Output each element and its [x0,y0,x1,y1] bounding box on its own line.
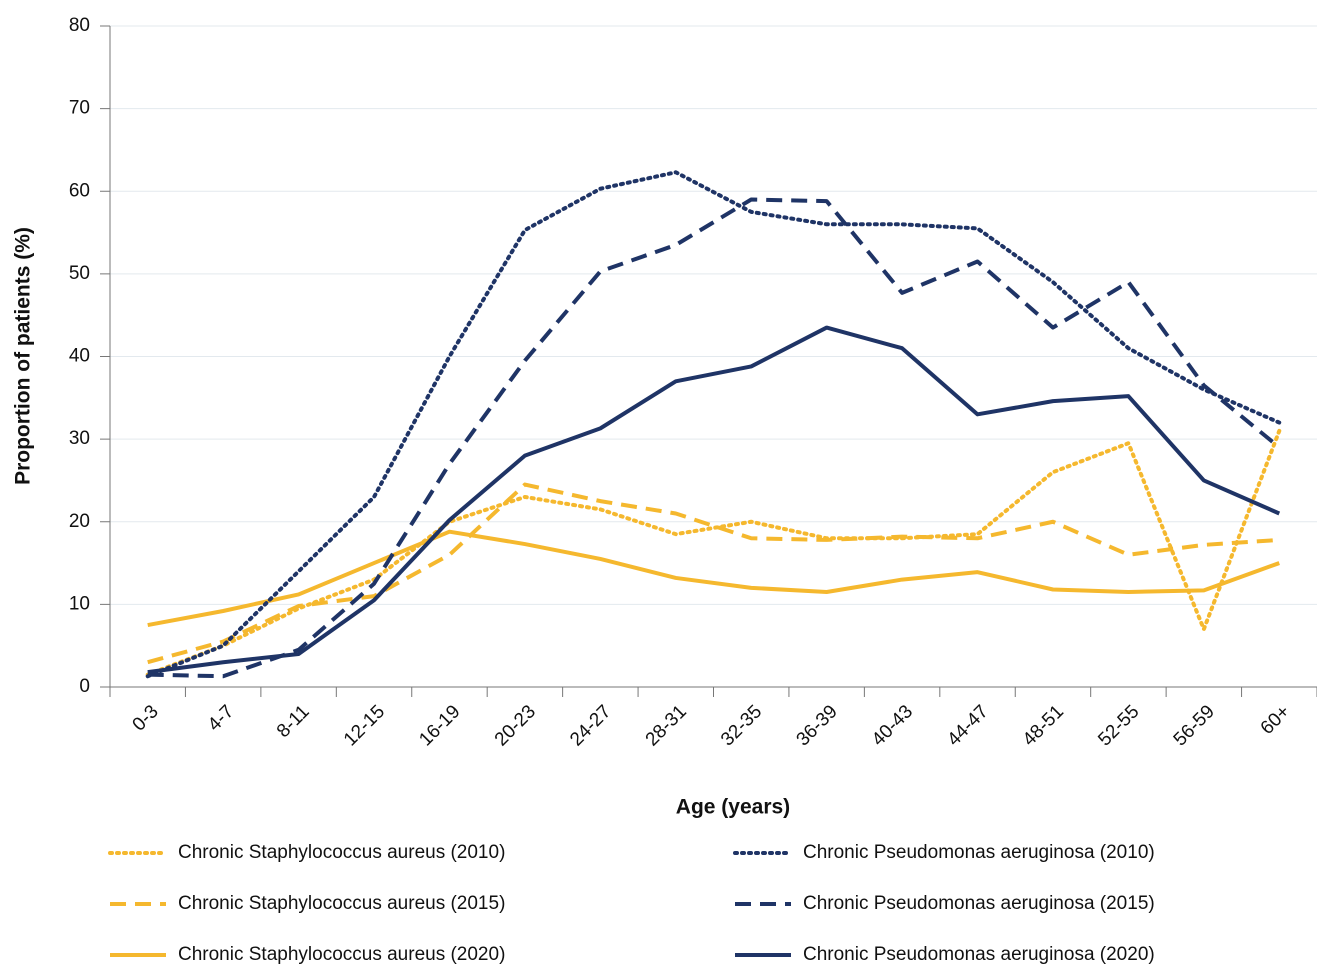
x-axis-title: Age (years) [676,796,790,819]
series-line [147,197,1281,679]
y-tick-label: 70 [69,98,90,119]
x-tick-label: 32-35 [717,701,766,750]
x-tick-label: 8-11 [273,701,314,742]
series-line [147,325,1281,675]
legend-label: Chronic Pseudomonas aeruginosa (2015) [803,893,1155,914]
legend-label: Chronic Pseudomonas aeruginosa (2020) [803,944,1155,965]
x-tick-label: 48-51 [1019,701,1068,750]
legend-label: Chronic Staphylococcus aureus (2010) [178,842,505,863]
legend-label: Chronic Staphylococcus aureus (2020) [178,944,505,965]
y-axis-title: Proportion of patients (%) [12,227,35,485]
y-tick-label: 80 [69,15,90,36]
x-tick-label: 20-23 [491,701,540,750]
x-tick-label: 0-3 [129,701,163,735]
legend-label: Chronic Pseudomonas aeruginosa (2010) [803,842,1155,863]
y-tick-label: 30 [69,428,90,449]
y-tick-label: 40 [69,346,90,367]
y-tick-label: 60 [69,180,90,201]
x-tick-label: 16-19 [415,701,464,750]
x-tick-label: 12-15 [340,701,389,750]
y-tick-label: 10 [69,593,90,614]
x-tick-label: 60+ [1257,701,1295,739]
x-tick-label: 24-27 [566,701,615,750]
x-tick-label: 44-47 [943,701,992,750]
series-line [145,428,1282,677]
x-tick-label: 4-7 [204,701,238,735]
series-line [147,482,1280,665]
y-tick-label: 50 [69,263,90,284]
x-tick-label: 52-55 [1094,701,1143,750]
x-tick-label: 28-31 [642,701,691,750]
y-tick-label: 20 [69,511,90,532]
series-line [147,529,1280,627]
y-tick-label: 0 [79,676,90,697]
x-tick-label: 40-43 [868,701,917,750]
x-tick-label: 56-59 [1170,701,1219,750]
x-tick-label: 36-39 [793,701,842,750]
legend-label: Chronic Staphylococcus aureus (2015) [178,893,505,914]
series-line [145,170,1282,679]
